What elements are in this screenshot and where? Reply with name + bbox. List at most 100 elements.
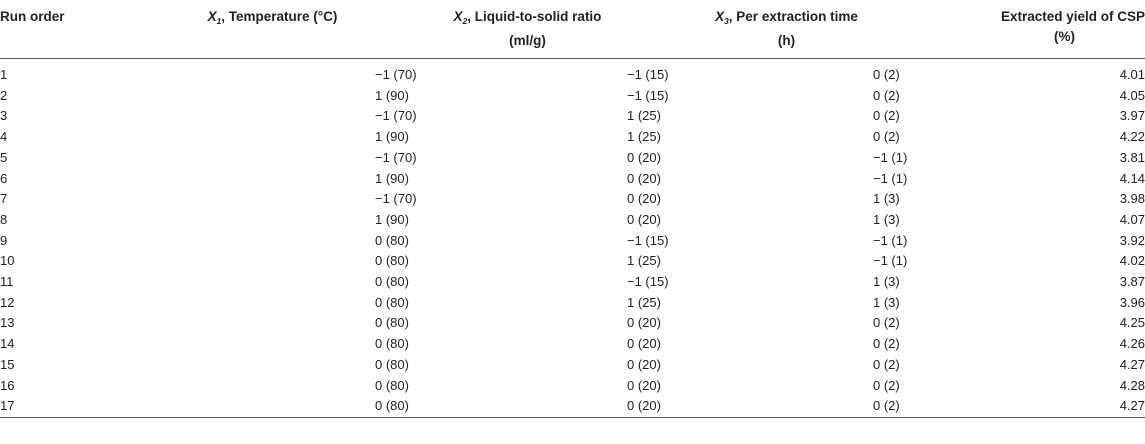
cell-extraction-time: 1 (3) <box>873 191 900 207</box>
cell-liquid-solid-ratio: 0 (20) <box>627 149 661 165</box>
cell-extraction-time: 1 (3) <box>873 211 900 227</box>
cell-temperature: 0 (80) <box>375 294 409 310</box>
cell-extraction-time: 0 (2) <box>873 108 900 124</box>
cell-liquid-solid-ratio: 1 (25) <box>627 129 661 145</box>
cell-run-order: 10 <box>0 253 15 269</box>
cell-temperature: 0 (80) <box>375 253 409 269</box>
table-header: Run order X1, Temperature (°C) X2, Liqui… <box>0 0 1145 59</box>
cell-extraction-time: 1 (3) <box>873 274 900 290</box>
cell-extracted-yield: 4.22 <box>1119 129 1145 145</box>
cell-liquid-solid-ratio: 0 (20) <box>627 377 661 393</box>
header-yield-unit: (%) <box>1054 29 1075 44</box>
table-row: 12 0 (80) 1 (25) 1 (3) 3.96 <box>0 293 1145 314</box>
cell-temperature: 1 (90) <box>375 87 409 103</box>
table-row: 4 1 (90) 1 (25) 0 (2) 4.22 <box>0 127 1145 148</box>
header-yield-label: Extracted yield of CSP <box>1000 9 1145 24</box>
cell-run-order: 12 <box>0 294 15 310</box>
cell-run-order: 7 <box>0 191 8 207</box>
cell-temperature: 0 (80) <box>375 315 409 331</box>
header-x1-symbol: X <box>207 9 217 24</box>
table-row: 3 −1 (70) 1 (25) 0 (2) 3.97 <box>0 106 1145 127</box>
cell-extracted-yield: 3.92 <box>1119 232 1145 248</box>
header-x2-unit: (ml/g) <box>509 33 546 48</box>
cell-extraction-time: 0 (2) <box>873 129 900 145</box>
experimental-design-table: Run order X1, Temperature (°C) X2, Liqui… <box>0 0 1145 418</box>
cell-extraction-time: 0 (2) <box>873 356 900 372</box>
header-extraction-time: X3, Per extraction time (h) <box>655 0 918 59</box>
cell-extraction-time: 1 (3) <box>873 294 900 310</box>
header-run-order-label: Run order <box>0 9 65 24</box>
cell-run-order: 3 <box>0 108 8 124</box>
cell-extracted-yield: 3.87 <box>1119 274 1145 290</box>
cell-liquid-solid-ratio: 0 (20) <box>627 315 661 331</box>
table-row: 8 1 (90) 0 (20) 1 (3) 4.07 <box>0 210 1145 231</box>
cell-liquid-solid-ratio: −1 (15) <box>627 232 669 248</box>
cell-run-order: 14 <box>0 336 15 352</box>
cell-run-order: 9 <box>0 232 8 248</box>
table-row: 13 0 (80) 0 (20) 0 (2) 4.25 <box>0 313 1145 334</box>
cell-liquid-solid-ratio: 0 (20) <box>627 356 661 372</box>
cell-liquid-solid-ratio: 0 (20) <box>627 170 661 186</box>
cell-run-order: 8 <box>0 211 8 227</box>
header-x2-subscript: 2 <box>462 16 468 26</box>
cell-temperature: −1 (70) <box>375 108 417 124</box>
cell-liquid-solid-ratio: −1 (15) <box>627 67 669 82</box>
cell-extracted-yield: 4.27 <box>918 396 1145 418</box>
cell-temperature: 0 (80) <box>145 396 409 418</box>
table-row: 15 0 (80) 0 (20) 0 (2) 4.27 <box>0 355 1145 376</box>
cell-extracted-yield: 4.01 <box>1119 67 1145 82</box>
cell-temperature: 1 (90) <box>375 170 409 186</box>
cell-run-order: 13 <box>0 315 15 331</box>
cell-temperature: −1 (70) <box>375 191 417 207</box>
cell-liquid-solid-ratio: −1 (15) <box>627 274 669 290</box>
cell-extracted-yield: 4.28 <box>1119 377 1145 393</box>
header-temperature: X1, Temperature (°C) <box>145 0 400 59</box>
cell-temperature: −1 (70) <box>375 149 417 165</box>
cell-extraction-time: 0 (2) <box>873 67 900 82</box>
header-x2-symbol: X <box>453 9 463 24</box>
cell-run-order: 5 <box>0 149 8 165</box>
cell-extraction-time: 0 (2) <box>873 377 900 393</box>
cell-extraction-time: 0 (2) <box>873 336 900 352</box>
cell-extraction-time: −1 (1) <box>873 232 908 248</box>
cell-liquid-solid-ratio: −1 (15) <box>627 87 669 103</box>
cell-run-order: 4 <box>0 129 8 145</box>
cell-liquid-solid-ratio: 0 (20) <box>627 191 661 207</box>
cell-run-order: 11 <box>0 274 14 290</box>
table-row: 11 0 (80) −1 (15) 1 (3) 3.87 <box>0 272 1145 293</box>
header-extracted-yield: Extracted yield of CSP (%) <box>918 0 1145 59</box>
cell-extracted-yield: 4.26 <box>1119 336 1145 352</box>
table-body: 1 −1 (70) −1 (15) 0 (2) 4.01 2 1 (90) −1 (15) 0… <box>0 59 1145 418</box>
cell-extracted-yield: 4.27 <box>1119 356 1145 372</box>
cell-extraction-time: 0 (2) <box>873 315 900 331</box>
cell-temperature: 1 (90) <box>375 129 409 145</box>
cell-run-order: 16 <box>0 377 15 393</box>
table-row: 16 0 (80) 0 (20) 0 (2) 4.28 <box>0 376 1145 397</box>
header-x3-subscript: 3 <box>724 16 729 26</box>
cell-temperature: 0 (80) <box>375 274 409 290</box>
cell-extraction-time: −1 (1) <box>873 253 908 269</box>
cell-extraction-time: −1 (1) <box>873 170 908 186</box>
cell-liquid-solid-ratio: 1 (25) <box>627 108 661 124</box>
cell-extracted-yield: 3.97 <box>1119 108 1145 124</box>
table-row: 1 −1 (70) −1 (15) 0 (2) 4.01 <box>0 59 1145 86</box>
table-row: 2 1 (90) −1 (15) 0 (2) 4.05 <box>0 86 1145 107</box>
header-run-order: Run order <box>0 0 145 59</box>
cell-extracted-yield: 4.14 <box>1119 170 1145 186</box>
cell-run-order: 15 <box>0 356 15 372</box>
cell-run-order: 17 <box>0 396 145 418</box>
cell-temperature: 0 (80) <box>375 377 409 393</box>
cell-liquid-solid-ratio: 0 (20) <box>400 396 661 418</box>
cell-temperature: 0 (80) <box>375 336 409 352</box>
header-liquid-solid-ratio: X2, Liquid-to-solid ratio (ml/g) <box>400 0 655 59</box>
cell-temperature: 0 (80) <box>375 356 409 372</box>
table-row: 17 0 (80) 0 (20) 0 (2) 4.27 <box>0 396 1145 418</box>
cell-liquid-solid-ratio: 0 (20) <box>627 336 661 352</box>
cell-temperature: 1 (90) <box>375 211 409 227</box>
header-x2-label: , Liquid-to-solid ratio <box>467 9 602 24</box>
header-x1-subscript: 1 <box>216 16 222 26</box>
cell-run-order: 6 <box>0 170 8 186</box>
cell-liquid-solid-ratio: 1 (25) <box>627 253 661 269</box>
cell-extracted-yield: 3.98 <box>1119 191 1145 207</box>
cell-extracted-yield: 4.07 <box>1119 211 1145 227</box>
